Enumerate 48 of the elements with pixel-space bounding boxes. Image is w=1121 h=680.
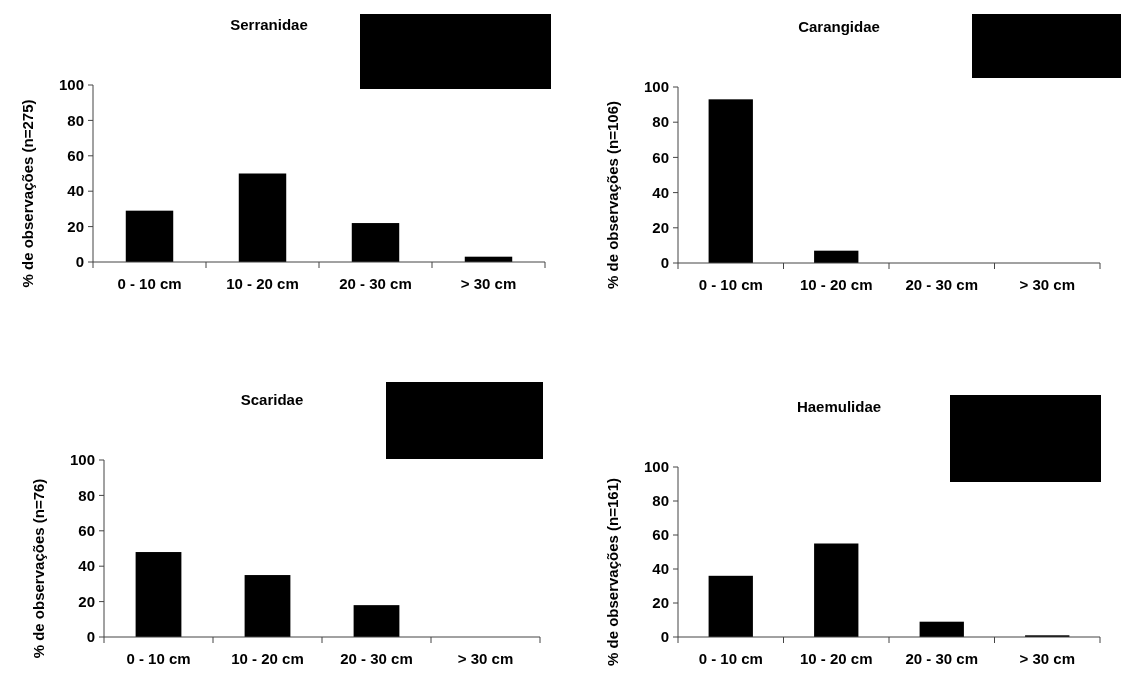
y-tick-label: 20 <box>78 592 95 610</box>
y-axis-title: % de observações (n=161) <box>604 477 621 667</box>
chart-title: Haemulidae <box>796 398 882 415</box>
y-tick-label: 0 <box>86 628 95 646</box>
x-tick-label: 0 - 10 cm <box>698 650 763 667</box>
y-tick-label: 0 <box>75 253 84 271</box>
chart-title: Scaridae <box>240 391 304 408</box>
y-tick-label: 80 <box>652 113 669 131</box>
x-tick-label: 0 - 10 cm <box>117 275 182 292</box>
x-tick-label: > 30 cm <box>1019 276 1075 293</box>
y-tick-label: 100 <box>69 451 95 469</box>
x-tick-label: 20 - 30 cm <box>340 650 413 667</box>
y-axis-title: % de observações (n=76) <box>30 478 47 659</box>
y-tick-label: 80 <box>67 111 84 129</box>
y-tick-label: 20 <box>652 219 669 237</box>
x-tick-label: 0 - 10 cm <box>126 650 191 667</box>
chart-title: Serranidae <box>230 16 308 33</box>
y-tick-label: 80 <box>78 486 95 504</box>
y-tick-label: 20 <box>652 594 669 612</box>
y-tick-label: 40 <box>652 183 669 201</box>
x-tick-label: 10 - 20 cm <box>226 275 299 292</box>
x-tick-label: 0 - 10 cm <box>698 276 763 293</box>
y-tick-label: 100 <box>643 458 669 476</box>
x-tick-label: 20 - 30 cm <box>905 276 979 293</box>
y-tick-label: 60 <box>67 147 84 165</box>
y-tick-label: 60 <box>652 526 669 544</box>
x-tick-label: > 30 cm <box>1019 650 1075 667</box>
y-tick-label: 60 <box>78 522 95 540</box>
y-tick-label: 100 <box>643 78 669 96</box>
x-tick-label: > 30 cm <box>460 275 517 292</box>
x-tick-label: 10 - 20 cm <box>799 650 873 667</box>
y-axis-title: % de observações (n=275) <box>19 99 36 288</box>
y-tick-label: 60 <box>652 148 669 166</box>
y-tick-label: 40 <box>652 560 669 578</box>
x-tick-label: > 30 cm <box>457 650 514 667</box>
x-tick-label: 20 - 30 cm <box>905 650 979 667</box>
chart-title: Carangidae <box>798 18 880 35</box>
y-tick-label: 80 <box>652 492 669 510</box>
y-axis-title: % de observações (n=106) <box>604 100 621 290</box>
y-tick-label: 20 <box>67 217 84 235</box>
y-tick-label: 0 <box>660 254 669 272</box>
x-tick-label: 20 - 30 cm <box>339 275 412 292</box>
y-tick-label: 0 <box>660 628 669 646</box>
x-tick-label: 10 - 20 cm <box>799 276 873 293</box>
y-tick-label: 100 <box>58 76 84 94</box>
y-tick-label: 40 <box>78 557 95 575</box>
x-tick-label: 10 - 20 cm <box>231 650 304 667</box>
y-tick-label: 40 <box>67 182 84 200</box>
